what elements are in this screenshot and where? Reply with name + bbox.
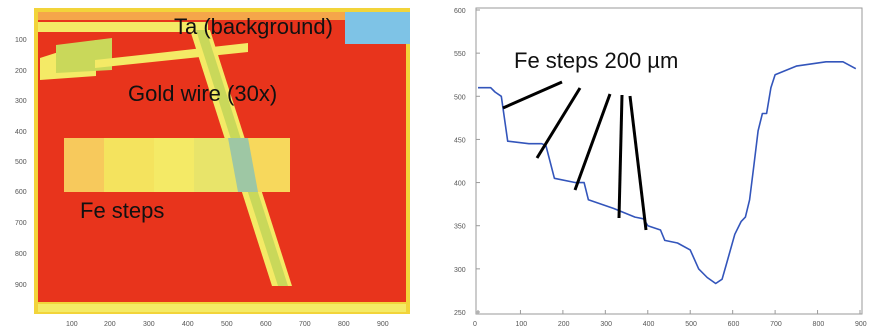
fe-step-3 xyxy=(154,138,194,192)
heatmap-y-tick: 500 xyxy=(15,159,27,166)
ta-background-patch xyxy=(345,12,410,44)
y-tick-label: 600 xyxy=(454,8,466,15)
heatmap-x-tick: 300 xyxy=(143,321,155,328)
heatmap-x-tick: 400 xyxy=(182,321,194,328)
plot-frame xyxy=(475,7,863,315)
annotation-fe-steps: Fe steps xyxy=(80,198,164,223)
heatmap-top-band xyxy=(38,12,406,20)
pointer-line xyxy=(502,80,563,110)
pointer-line xyxy=(573,93,612,191)
heatmap-y-tick: 100 xyxy=(15,37,27,44)
x-tick-label: 200 xyxy=(558,321,570,328)
line-chart-y-ticks: 250 300 350 400 450 500 550 600 xyxy=(454,8,480,317)
x-tick-label: 400 xyxy=(643,321,655,328)
pointer-line xyxy=(617,94,624,219)
heatmap-x-tick: 100 xyxy=(66,321,78,328)
upper-strip xyxy=(38,22,208,32)
annotation-pointer-lines xyxy=(502,80,648,231)
line-chart-panel: 250 300 350 400 450 500 550 600 0 100 200 300 400 50… xyxy=(454,7,867,328)
y-tick-label: 450 xyxy=(454,137,466,144)
heatmap-y-tick: 400 xyxy=(15,129,27,136)
heatmap-x-tick: 200 xyxy=(104,321,116,328)
heatmap-y-tick: 300 xyxy=(15,98,27,105)
heatmap-y-ticks: 100 200 300 400 500 600 700 800 900 xyxy=(15,37,27,289)
heatmap-y-tick: 700 xyxy=(15,220,27,227)
heatmap-x-ticks: 100 200 300 400 500 600 700 800 900 xyxy=(66,321,389,328)
pointer-line xyxy=(535,87,582,159)
y-tick-label: 300 xyxy=(454,267,466,274)
heatmap-y-tick: 200 xyxy=(15,68,27,75)
x-tick-label: 900 xyxy=(855,321,867,328)
heatmap-y-tick: 900 xyxy=(15,282,27,289)
y-tick-label: 550 xyxy=(454,51,466,58)
y-tick-label: 250 xyxy=(454,310,466,317)
heatmap-panel: Ta (background) Gold wire (30x) Fe steps… xyxy=(15,8,410,328)
heatmap-y-tick: 800 xyxy=(15,251,27,258)
annotation-gold-wire: Gold wire (30x) xyxy=(128,81,277,106)
heatmap-y-tick: 600 xyxy=(15,189,27,196)
x-tick-label: 100 xyxy=(515,321,527,328)
x-tick-label: 0 xyxy=(473,321,477,328)
y-tick-label: 350 xyxy=(454,224,466,231)
heatmap-x-tick: 600 xyxy=(260,321,272,328)
heatmap-x-tick: 900 xyxy=(377,321,389,328)
heatmap-x-tick: 700 xyxy=(299,321,311,328)
y-tick-label: 400 xyxy=(454,181,466,188)
fe-step-2 xyxy=(104,138,154,192)
x-tick-label: 800 xyxy=(813,321,825,328)
pointer-line xyxy=(628,95,648,231)
x-tick-label: 600 xyxy=(728,321,740,328)
bottom-band xyxy=(38,304,406,312)
gold-wire-over-steps xyxy=(228,138,258,192)
heatmap-x-tick: 800 xyxy=(338,321,350,328)
fe-step-1 xyxy=(64,138,104,192)
annotation-ta: Ta (background) xyxy=(174,14,333,39)
y-tick-label: 500 xyxy=(454,94,466,101)
annotation-fe-steps-200um: Fe steps 200 µm xyxy=(514,48,678,73)
heatmap-x-tick: 500 xyxy=(221,321,233,328)
line-chart-x-ticks: 0 100 200 300 400 500 600 700 800 900 xyxy=(473,310,867,328)
x-tick-label: 700 xyxy=(770,321,782,328)
x-tick-label: 300 xyxy=(600,321,612,328)
x-tick-label: 500 xyxy=(685,321,697,328)
